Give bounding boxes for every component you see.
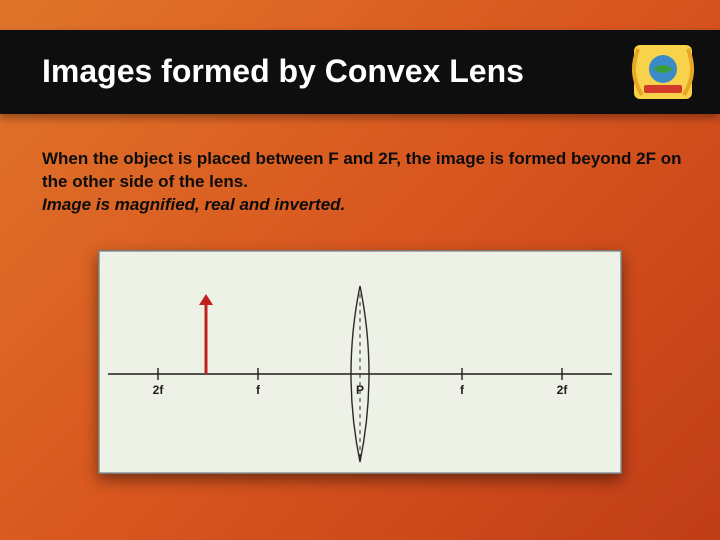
title-bar: Images formed by Convex Lens xyxy=(0,30,720,114)
school-logo xyxy=(624,30,702,114)
svg-text:2f: 2f xyxy=(153,383,165,397)
emblem-icon xyxy=(626,35,700,109)
diagram-svg: 2ffPf2f xyxy=(98,250,622,474)
body-line-1: When the object is placed between F and … xyxy=(42,148,682,194)
body-text: When the object is placed between F and … xyxy=(42,148,682,217)
page-title: Images formed by Convex Lens xyxy=(42,54,524,89)
svg-text:P: P xyxy=(356,383,364,397)
lens-diagram: 2ffPf2f xyxy=(98,250,622,474)
slide: Images formed by Convex Lens When the ob… xyxy=(0,0,720,540)
svg-text:2f: 2f xyxy=(557,383,569,397)
body-line-2: Image is magnified, real and inverted. xyxy=(42,194,682,217)
